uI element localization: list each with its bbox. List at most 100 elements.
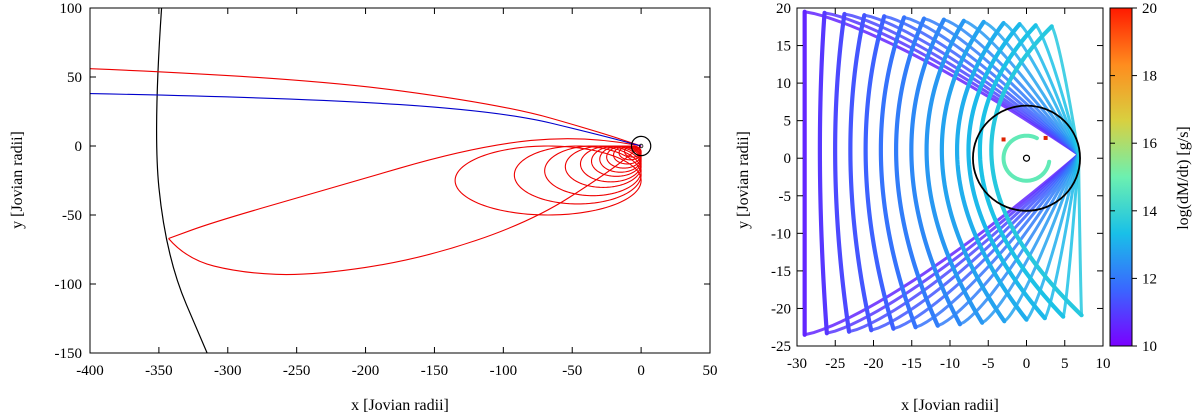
right-y-axis-label: y [Jovian radii] bbox=[735, 131, 752, 229]
mass-loss-arc-lower-branch bbox=[914, 152, 1081, 329]
mass-loss-arc-upper-branch bbox=[982, 20, 1081, 156]
right-x-tick-label: -20 bbox=[864, 356, 884, 372]
mass-loss-arc bbox=[863, 14, 896, 331]
mass-loss-arc bbox=[817, 10, 829, 336]
left-x-tick-label: -50 bbox=[562, 363, 582, 379]
mass-loss-arc bbox=[833, 11, 852, 334]
mass-loss-arc-upper-branch bbox=[1050, 24, 1081, 156]
mass-loss-arc bbox=[924, 18, 985, 325]
mass-loss-arc-lower-branch bbox=[803, 152, 1081, 337]
left-y-tick-label: -50 bbox=[62, 208, 82, 224]
colorbar-tick-label: 10 bbox=[1142, 339, 1157, 355]
left-x-axis-label: x [Jovian radii] bbox=[351, 397, 449, 414]
red-orbit-loop bbox=[513, 145, 642, 205]
left-y-tick-label: 0 bbox=[75, 139, 83, 155]
mass-loss-arc-upper-branch bbox=[902, 15, 1081, 156]
right-y-tick-label: -5 bbox=[779, 189, 792, 205]
mass-loss-arc-lower-branch bbox=[869, 152, 1081, 332]
mass-loss-arc-upper-branch bbox=[823, 11, 1081, 156]
blue-track bbox=[90, 93, 642, 147]
mass-loss-arc-upper-branch bbox=[962, 19, 1081, 156]
right-x-tick-label: -15 bbox=[902, 356, 922, 372]
left-y-tick-label: 50 bbox=[67, 70, 82, 86]
red-square-marker bbox=[1001, 137, 1006, 142]
right-y-tick-label: 10 bbox=[776, 76, 791, 92]
left-y-tick-label: 100 bbox=[60, 1, 83, 17]
red-square-marker bbox=[1043, 135, 1048, 140]
inner-orbit-loop bbox=[1001, 133, 1052, 183]
red-orbit-big-lower bbox=[168, 145, 642, 276]
left-x-tick-label: -400 bbox=[76, 363, 104, 379]
right-x-tick-label: 0 bbox=[1023, 356, 1031, 372]
left-x-tick-label: -150 bbox=[421, 363, 449, 379]
colorbar-tick-label: 18 bbox=[1142, 69, 1157, 85]
colorbar-label: log(dM/dt) [g/s] bbox=[1175, 126, 1192, 230]
mass-loss-arc bbox=[909, 17, 963, 327]
left-x-tick-label: 0 bbox=[637, 363, 645, 379]
right-x-tick-label: -30 bbox=[787, 356, 807, 372]
boundary-curve bbox=[156, 8, 208, 353]
right-x-axis-label: x [Jovian radii] bbox=[901, 397, 999, 414]
left-x-tick-label: -200 bbox=[352, 363, 380, 379]
left-inner-circle bbox=[630, 135, 652, 157]
mass-loss-arc-upper-branch bbox=[1002, 21, 1081, 156]
colorbar-ticks: 20 18 16 14 12 10 bbox=[1110, 1, 1158, 355]
right-x-tick-label: 10 bbox=[1096, 356, 1111, 372]
left-x-tick-label: 50 bbox=[703, 363, 718, 379]
red-orbit-loop bbox=[590, 145, 642, 177]
right-plot-area bbox=[802, 9, 1084, 337]
right-boundary-circle bbox=[972, 104, 1081, 212]
red-orbit-big-upper bbox=[168, 138, 642, 239]
red-orbit-loop bbox=[624, 145, 642, 158]
left-y-tick-label: -100 bbox=[55, 277, 83, 293]
right-chart: -30 -25 -20 -15 -10 -5 0 5 1020151050-5-10-15-20… bbox=[735, 1, 1192, 414]
left-x-tick-label: -100 bbox=[490, 363, 518, 379]
left-y-axis-label: y [Jovian radii] bbox=[9, 131, 26, 229]
mass-loss-arc-upper-branch bbox=[842, 12, 1081, 156]
colorbar bbox=[1109, 7, 1133, 347]
right-y-tick-label: 5 bbox=[784, 114, 792, 130]
left-x-tick-label: -300 bbox=[214, 363, 242, 379]
red-open-track bbox=[90, 68, 642, 147]
left-plot-frame bbox=[89, 7, 711, 354]
left-chart: -400 -350 -300 -250 -200 -150 -100 -50 0 50 100 50 0… bbox=[9, 1, 718, 414]
right-x-tick-label: -5 bbox=[982, 356, 995, 372]
mass-loss-arc bbox=[894, 16, 940, 328]
right-x-tick-label: -10 bbox=[940, 356, 960, 372]
right-y-tick-label: -10 bbox=[771, 226, 791, 242]
red-orbit-loop bbox=[606, 145, 642, 169]
right-ticks: -30 -25 -20 -15 -10 -5 0 5 1020151050-5-10-15-20… bbox=[771, 1, 1111, 372]
left-origin-marker bbox=[638, 143, 644, 149]
right-x-tick-label: 5 bbox=[1061, 356, 1069, 372]
mass-loss-arc bbox=[878, 15, 918, 330]
right-y-tick-label: 15 bbox=[776, 39, 791, 55]
colorbar-tick-label: 14 bbox=[1142, 204, 1158, 220]
right-y-tick-label: -15 bbox=[771, 264, 791, 280]
right-y-tick-label: -25 bbox=[771, 339, 791, 355]
mass-loss-arc-lower-branch bbox=[936, 152, 1081, 328]
red-orbit-loop bbox=[613, 145, 642, 165]
red-orbit-loop bbox=[544, 145, 642, 197]
mass-loss-arc-lower-branch bbox=[1077, 152, 1084, 317]
mass-loss-arc bbox=[989, 24, 1084, 318]
right-y-tick-label: 0 bbox=[784, 151, 792, 167]
left-y-tick-label: -150 bbox=[55, 346, 83, 362]
left-x-tick-label: -250 bbox=[283, 363, 311, 379]
left-plot-area bbox=[90, 8, 652, 353]
colorbar-tick-label: 20 bbox=[1142, 1, 1157, 17]
mass-loss-arc bbox=[939, 19, 1007, 324]
right-x-tick-label: -25 bbox=[825, 356, 845, 372]
left-ticks: -400 -350 -300 -250 -200 -150 -100 -50 0 50 100 50 0… bbox=[55, 1, 718, 379]
left-x-tick-label: -350 bbox=[145, 363, 173, 379]
mass-loss-arc bbox=[977, 23, 1066, 319]
red-orbit-loop bbox=[618, 145, 642, 161]
right-origin-marker bbox=[1022, 154, 1031, 162]
mass-loss-arc-lower-branch bbox=[958, 152, 1081, 326]
right-y-tick-label: 20 bbox=[776, 1, 791, 17]
red-orbit-loop bbox=[564, 145, 642, 188]
mass-loss-arc bbox=[848, 13, 874, 333]
mass-loss-arc bbox=[954, 20, 1029, 322]
mass-loss-arc-upper-branch bbox=[882, 14, 1081, 156]
mass-loss-arc bbox=[966, 22, 1047, 321]
